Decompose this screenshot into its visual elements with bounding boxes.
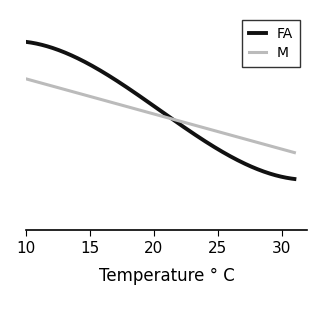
X-axis label: Temperature ° C: Temperature ° C: [99, 267, 234, 285]
Legend: FA, M: FA, M: [242, 20, 300, 67]
